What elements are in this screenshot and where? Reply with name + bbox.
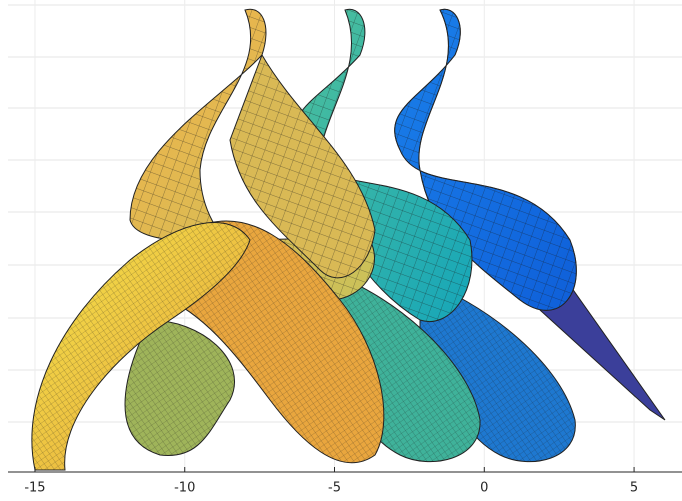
x-tick-label: -5 <box>328 481 341 496</box>
surface <box>31 222 251 471</box>
x-tick-label: -15 <box>24 481 45 496</box>
x-tick-label: -10 <box>174 481 195 496</box>
surfaces <box>31 8 666 471</box>
surface <box>169 220 385 464</box>
x-tick-label: 5 <box>630 481 638 496</box>
surface <box>124 319 236 457</box>
x-tick-label: 0 <box>480 481 488 496</box>
surface <box>394 8 577 462</box>
